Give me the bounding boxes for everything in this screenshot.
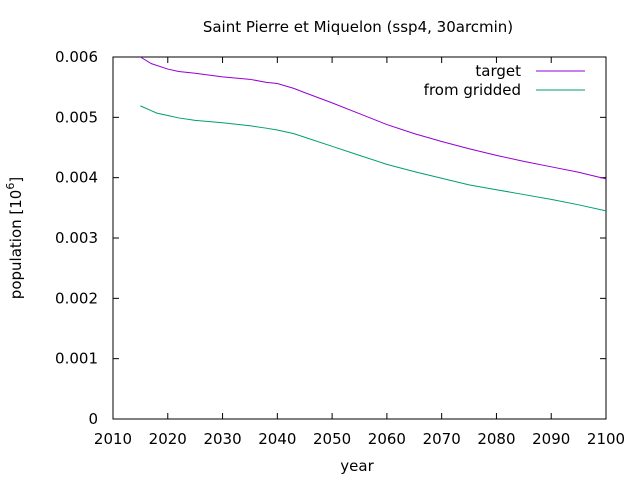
x-tick-label: 2020	[149, 430, 187, 448]
x-tick-label: 2060	[368, 430, 406, 448]
legend-label: target	[475, 62, 521, 80]
x-tick-label: 2080	[477, 430, 515, 448]
plot-frame	[112, 56, 607, 420]
x-tick-label: 2100	[587, 430, 625, 448]
y-axis-ticks: 0 0.001 0.002 0.003 0.004 0.005 0.006	[55, 48, 606, 428]
y-tick-label: 0.002	[55, 289, 98, 307]
series-line-target	[140, 56, 607, 180]
y-axis-label-superscript: 6	[4, 183, 17, 190]
y-axis-label-close: ]	[7, 177, 25, 183]
y-tick-label: 0.006	[55, 48, 98, 66]
x-axis-ticks: 2010 2020 2030 2040 2050 2060 2070 2080 2090 2100	[94, 57, 625, 448]
y-tick-label: 0.004	[55, 169, 98, 187]
y-tick-label: 0.003	[55, 229, 98, 247]
series-line-from-gridded	[140, 105, 607, 212]
x-tick-label: 2070	[423, 430, 461, 448]
y-axis-label: population [106]	[4, 177, 25, 299]
x-tick-label: 2010	[94, 430, 132, 448]
x-tick-label: 2090	[532, 430, 570, 448]
y-axis-label-text: population [10	[7, 190, 25, 300]
series-lines	[140, 56, 607, 212]
x-tick-label: 2050	[313, 430, 351, 448]
y-tick-label: 0.005	[55, 108, 98, 126]
y-tick-label: 0	[88, 410, 98, 428]
y-tick-label: 0.001	[55, 350, 98, 368]
plot-border	[112, 56, 607, 420]
x-axis-label: year	[340, 457, 374, 475]
legend-label: from gridded	[424, 81, 521, 99]
x-tick-label: 2030	[203, 430, 241, 448]
chart-title: Saint Pierre et Miquelon (ssp4, 30arcmin…	[203, 18, 513, 36]
x-tick-label: 2040	[258, 430, 296, 448]
